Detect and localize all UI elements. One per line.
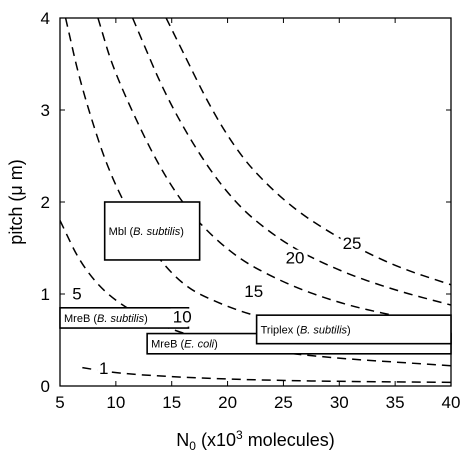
y-tick-label: 4 <box>41 9 50 28</box>
organism-box-label-3: Triplex (B. subtilis) <box>261 324 351 336</box>
x-tick-label: 40 <box>442 393 461 412</box>
contour-label-bg <box>97 360 112 379</box>
organism-box-0 <box>103 201 201 261</box>
y-tick-label: 2 <box>41 193 50 212</box>
contour-label-bg <box>283 249 308 268</box>
x-tick-label: 30 <box>330 393 349 412</box>
contour-line-5 <box>60 220 451 367</box>
contour-label-bg <box>242 282 267 301</box>
contour-label-15: 15 <box>244 282 263 301</box>
y-tick-label: 3 <box>41 101 50 120</box>
contour-line-15 <box>97 18 451 327</box>
x-tick-label: 20 <box>218 393 237 412</box>
x-tick-label: 10 <box>106 393 125 412</box>
contour-line-20 <box>131 18 451 306</box>
contour-label-bg <box>340 235 365 253</box>
contour-label-5: 5 <box>72 285 81 304</box>
y-tick-label: 1 <box>41 285 50 304</box>
contour-label-10: 10 <box>173 308 192 327</box>
organism-box-3 <box>255 314 452 345</box>
contour-label-bg <box>170 308 195 327</box>
x-tick-label: 35 <box>386 393 405 412</box>
contour-label-1: 1 <box>99 359 108 378</box>
y-axis-label: pitch (μ m) <box>6 159 26 244</box>
organism-box-label-2: MreB (E. coli) <box>151 339 218 351</box>
contour-line-1 <box>82 366 451 384</box>
y-tick-label: 0 <box>41 377 50 396</box>
organism-box-label-0: Mbl (B. subtilis) <box>109 226 184 238</box>
x-tick-label: 15 <box>162 393 181 412</box>
x-axis-label: N0 (x103 molecules) <box>176 428 334 452</box>
x-tick-label: 5 <box>55 393 64 412</box>
contour-line-25 <box>165 18 451 286</box>
x-tick-label: 25 <box>274 393 293 412</box>
contour-label-25: 25 <box>343 234 362 253</box>
contour-label-20: 20 <box>286 249 305 268</box>
contour-label-bg <box>70 285 85 304</box>
organism-box-label-1: MreB (B. subtilis) <box>64 313 148 325</box>
